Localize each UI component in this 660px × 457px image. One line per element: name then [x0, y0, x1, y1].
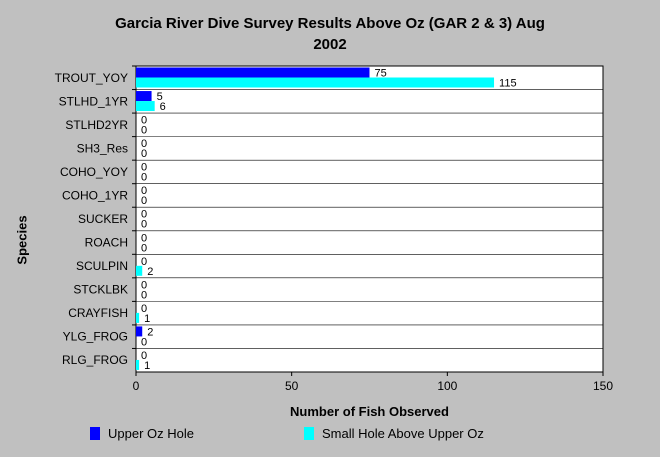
category-label: ROACH	[85, 236, 128, 250]
category-label: TROUT_YOY	[55, 71, 128, 85]
bar	[136, 101, 155, 112]
data-label: 0	[141, 350, 147, 362]
category-label: YLG_FROG	[63, 330, 128, 344]
legend-item-upper-oz-hole: Upper Oz Hole	[90, 425, 194, 441]
data-label: 0	[141, 195, 147, 207]
category-label: RLG_FROG	[62, 353, 128, 367]
data-label: 115	[499, 78, 517, 90]
bar	[136, 77, 495, 88]
data-label: 0	[141, 256, 147, 268]
data-label: 0	[141, 148, 147, 160]
data-label: 0	[141, 125, 147, 137]
category-label: SCULPIN	[76, 259, 128, 273]
data-label: 0	[141, 242, 147, 254]
data-label: 2	[147, 326, 153, 338]
data-label: 75	[375, 68, 387, 80]
y-axis-label: Species	[14, 215, 30, 265]
chart-title-line-2: 2002	[313, 36, 347, 53]
legend-swatch	[90, 426, 100, 440]
data-label: 2	[147, 266, 153, 278]
category-label: STCKLBK	[73, 283, 128, 297]
data-label: 0	[141, 279, 147, 291]
data-label: 0	[141, 185, 147, 197]
chart-title-line-1: Garcia River Dive Survey Results Above O…	[115, 15, 545, 32]
data-label: 1	[144, 313, 150, 325]
category-label: STLHD2YR	[65, 118, 128, 132]
data-label: 0	[141, 172, 147, 184]
category-label: CRAYFISH	[68, 306, 128, 320]
x-axis-label: Number of Fish Observed	[290, 404, 449, 419]
data-label: 0	[141, 138, 147, 150]
data-label: 0	[141, 336, 147, 348]
category-label: COHO_1YR	[62, 188, 128, 202]
data-label: 6	[160, 101, 166, 113]
data-label: 5	[157, 91, 163, 103]
legend-swatch	[304, 426, 314, 440]
category-label: SUCKER	[78, 212, 128, 226]
data-label: 0	[141, 232, 147, 244]
data-label: 0	[141, 303, 147, 315]
data-label: 1	[144, 360, 150, 372]
data-label: 0	[141, 115, 147, 127]
plot-area	[135, 65, 604, 373]
category-label: STLHD_1YR	[59, 94, 129, 108]
legend-label: Upper Oz Hole	[108, 425, 194, 441]
x-tick-label: 100	[437, 379, 457, 393]
bar	[136, 326, 143, 337]
category-label: SH3_Res	[77, 141, 128, 155]
category-label: COHO_YOY	[60, 165, 128, 179]
x-tick-label: 150	[593, 379, 613, 393]
bar	[136, 359, 140, 370]
bar	[136, 91, 152, 102]
data-label: 0	[141, 162, 147, 174]
legend-item-small-hole: Small Hole Above Upper Oz	[304, 425, 484, 441]
bar	[136, 67, 370, 78]
legend-label: Small Hole Above Upper Oz	[322, 425, 484, 441]
bar	[136, 265, 143, 276]
data-label: 0	[141, 209, 147, 221]
x-tick-label: 50	[285, 379, 299, 393]
x-tick-label: 0	[133, 379, 140, 393]
bar	[136, 312, 140, 323]
data-label: 0	[141, 289, 147, 301]
data-label: 0	[141, 219, 147, 231]
